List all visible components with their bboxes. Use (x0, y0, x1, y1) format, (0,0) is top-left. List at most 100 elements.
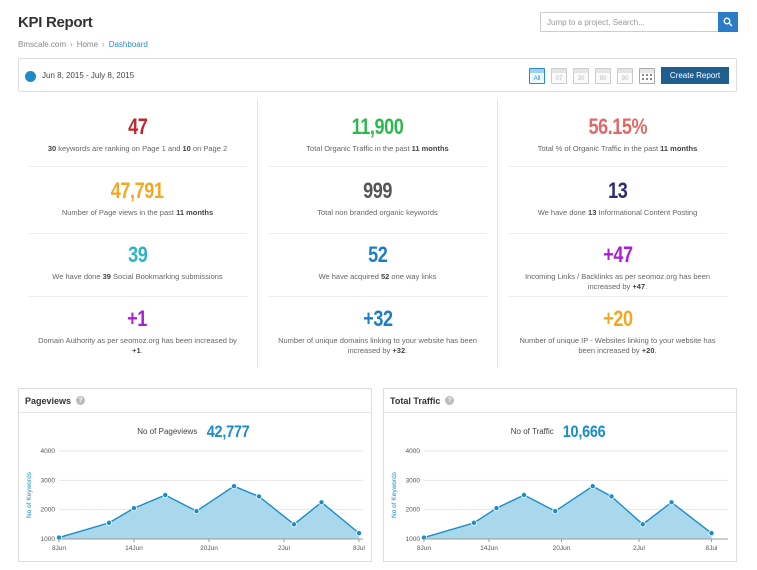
data-point (230, 483, 237, 490)
kpi-description-emphasis: 52 (380, 272, 390, 281)
kpi-card: 47,791 Number of Page views in the past 1… (18, 178, 257, 218)
x-tick-label: 8Jul (353, 545, 365, 552)
kpi-value: +32 (362, 306, 393, 331)
data-point (708, 530, 715, 537)
kpi-description-text: Number of unique IP - Websites linking t… (519, 336, 716, 355)
data-point (608, 493, 615, 500)
search-bar (540, 12, 738, 32)
kpi-value: 39 (127, 242, 148, 267)
chevron-right-icon: › (70, 40, 73, 49)
metric-value: 10,666 (562, 422, 606, 441)
kpi-description-text: We have acquired (318, 272, 381, 281)
search-input[interactable] (540, 12, 718, 32)
y-axis-label: No of Keywords (26, 471, 33, 518)
kpi-description: 30 keywords are ranking on Page 1 and 10… (18, 144, 257, 154)
kpi-value: +1 (127, 306, 148, 331)
divider (28, 166, 247, 167)
x-tick-label: 20Jun (200, 545, 218, 552)
series-line (423, 485, 712, 539)
date-range-label[interactable]: Jun 8, 2015 - July 8, 2015 (42, 71, 135, 80)
date-range-bar: Jun 8, 2015 - July 8, 2015 All 07 30 90 … (18, 58, 737, 92)
kpi-description-text: . (140, 346, 143, 355)
kpi-description-text: We have done (52, 272, 103, 281)
x-tick-label: 8Jul (706, 545, 718, 552)
breadcrumb-dashboard[interactable]: Dashboard (108, 40, 148, 49)
data-point (290, 521, 297, 528)
data-point (318, 499, 325, 506)
kpi-value: 999 (363, 178, 392, 203)
kpi-description-emphasis: 39 (102, 272, 111, 281)
kpi-description: We have done 13 Informational Content Po… (498, 208, 737, 218)
calendar-all-button[interactable]: All (529, 68, 545, 84)
divider (257, 100, 258, 368)
kpi-description-text: on Page 2 (190, 144, 228, 153)
y-tick-label: 1000 (41, 536, 56, 543)
kpi-description-text: Total Organic Traffic in the past (306, 144, 412, 153)
x-tick-label: 8Jun (417, 545, 431, 552)
breadcrumb-site[interactable]: Bmscale.com (18, 40, 67, 49)
divider (28, 296, 247, 297)
kpi-description-emphasis: +47 (632, 282, 646, 291)
y-tick-label: 4000 (406, 448, 421, 455)
kpi-description-text: Number of unique domains linking to your… (278, 336, 477, 355)
kpi-description-text: . (645, 282, 648, 291)
kpi-description-text: keywords are ranking on Page 1 and (56, 144, 183, 153)
kpi-card: +20 Number of unique IP - Websites linkin… (498, 306, 737, 356)
kpi-card: 11,900 Total Organic Traffic in the past … (258, 114, 497, 154)
kpi-description-text: Total % of Organic Traffic in the past (537, 144, 661, 153)
kpi-description-emphasis: +20 (641, 346, 655, 355)
kpi-description-emphasis: 11 months (176, 208, 214, 217)
series-line (58, 485, 360, 539)
y-tick-label: 1000 (406, 536, 421, 543)
page-title: KPI Report (18, 14, 93, 31)
kpi-description: We have done 39 Social Bookmarking submi… (18, 272, 257, 282)
x-tick-label: 14Jun (480, 545, 498, 552)
calendar-180-button[interactable]: 90 (617, 68, 633, 84)
divider (268, 233, 487, 234)
date-range-dot-icon (25, 71, 36, 82)
traffic-panel: Total Traffic ? No of Traffic 10,666 100… (383, 388, 737, 562)
panel-metric: No of Pageviews 42,777 (19, 422, 371, 442)
kpi-description: Number of unique domains linking to your… (258, 336, 497, 356)
calendar-90-button[interactable]: 90 (595, 68, 611, 84)
kpi-value: +47 (602, 242, 633, 267)
data-point (493, 505, 500, 512)
pageviews-panel: Pageviews ? No of Pageviews 42,777 1000 2… (18, 388, 372, 562)
data-point (668, 499, 675, 506)
calendar-7-button[interactable]: 07 (551, 68, 567, 84)
calendar-custom-icon[interactable] (639, 68, 655, 84)
kpi-description-emphasis: 13 (588, 208, 597, 217)
series-area (424, 486, 712, 539)
search-button[interactable] (718, 12, 738, 32)
breadcrumb-home[interactable]: Home (76, 40, 99, 49)
kpi-card: 52 We have acquired 52 one way links (258, 242, 497, 282)
divider (268, 166, 487, 167)
kpi-description: Total Organic Traffic in the past 11 mon… (258, 144, 497, 154)
kpi-description-text: Incoming Links / Backlinks as per seomoz… (524, 272, 711, 291)
kpi-description: Number of Page views in the past 11 mont… (18, 208, 257, 218)
kpi-card: +1 Domain Authority as per seomoz.org has… (18, 306, 257, 356)
kpi-description-text: . (654, 346, 657, 355)
kpi-description-emphasis: 30 (47, 144, 57, 153)
kpi-description-emphasis: 10 (182, 144, 191, 153)
calendar-30-button[interactable]: 30 (573, 68, 589, 84)
metric-label: No of Pageviews (137, 427, 198, 437)
help-icon[interactable]: ? (76, 396, 86, 405)
metric-label: No of Traffic (510, 427, 554, 437)
y-axis-label: No of Keywords (391, 471, 398, 518)
help-icon[interactable]: ? (445, 396, 455, 405)
divider (508, 296, 727, 297)
kpi-card: 999 Total non branded organic keywords (258, 178, 497, 218)
panel-header: Total Traffic ? (384, 389, 736, 413)
create-report-button[interactable]: Create Report (661, 67, 729, 84)
kpi-card: 56.15% Total % of Organic Traffic in the … (498, 114, 737, 154)
y-tick-label: 3000 (41, 477, 56, 484)
divider (508, 233, 727, 234)
kpi-card: 39 We have done 39 Social Bookmarking sub… (18, 242, 257, 282)
traffic-chart: 1000 2000 3000 4000 No of Keywords 8Jun 14Jun 2… (391, 448, 728, 552)
kpi-description-text: Total non branded organic keywords (317, 208, 438, 217)
panel-title: Pageviews (25, 395, 72, 406)
metric-value: 42,777 (206, 422, 249, 441)
chevron-right-icon: › (102, 40, 105, 49)
x-tick-label: 2Jul (278, 545, 290, 552)
